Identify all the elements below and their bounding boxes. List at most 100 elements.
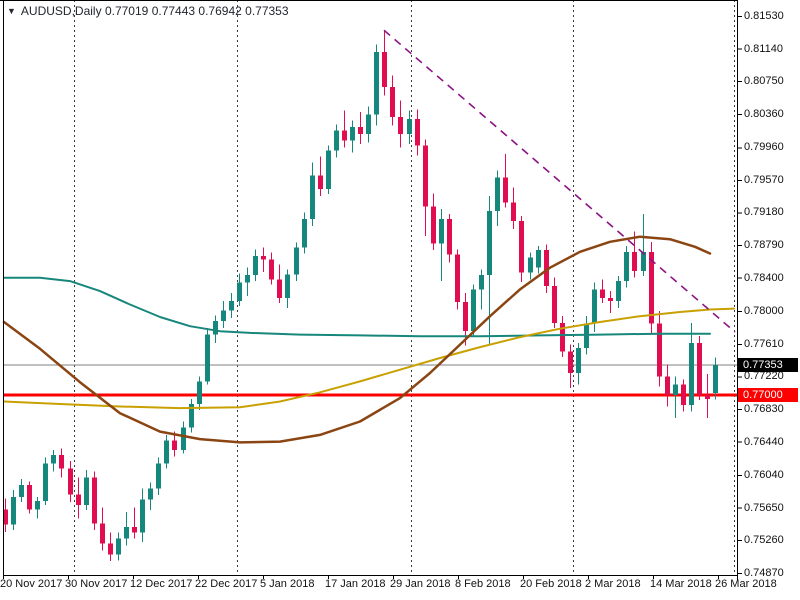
candle-body [318,175,323,190]
candle-body [511,202,516,221]
candle-body [447,219,452,255]
candle-body [148,488,153,500]
candle-body [673,384,678,395]
candle-body [310,175,315,220]
candle-body [100,523,105,544]
candle-body [407,118,412,134]
candle-body [705,394,710,399]
candle-body [398,117,403,134]
price-axis-label: 0.78790 [744,239,784,252]
date-axis-label: 8 Feb 2018 [455,578,511,590]
candle-body [205,334,210,382]
candle-body [487,210,492,276]
price-axis-label: 0.75260 [744,534,784,547]
candle-body [600,289,605,298]
candle-body [76,494,81,506]
candle-body [374,51,379,115]
price-axis-label: 0.80360 [744,107,784,120]
candle-body [616,281,621,302]
candle-body [342,130,347,141]
price-axis-label: 0.75650 [744,501,784,514]
candle-body [681,384,686,405]
price-axis-label: 0.77610 [744,337,784,350]
candle-body [326,150,331,190]
candle-body [689,342,694,405]
candle-body [285,274,290,298]
price-axis-label: 0.78000 [744,305,784,318]
candle-body [261,255,266,260]
candle-body [84,477,89,506]
ma-teal[interactable] [3,276,711,338]
candle-body [35,500,40,510]
candle-body [229,301,234,311]
candle-body [294,247,299,275]
date-axis-label: 20 Feb 2018 [520,578,582,590]
price-axis-label: 0.77220 [744,370,784,383]
candle-body [156,463,161,489]
candle-body [624,251,629,282]
candle-body [358,127,363,134]
candle-body [576,347,581,374]
candle-body [463,301,468,332]
symbol-dropdown-icon[interactable]: ▼ [7,6,16,16]
date-axis-label: 14 Mar 2018 [650,578,712,590]
candle-body [189,403,194,428]
candle-body [423,145,428,207]
candle-body [697,342,702,395]
candle-body [116,538,121,555]
candle-body [641,251,646,272]
candle-body [382,51,387,88]
candle-body [568,351,573,374]
candle-body [350,127,355,141]
candle-body [59,454,64,469]
ma-yellow[interactable] [3,307,735,410]
candle-body [544,250,549,287]
date-axis-label: 22 Dec 2017 [195,578,258,590]
candle-body [503,177,508,203]
date-axis-label: 5 Jan 2018 [260,578,315,590]
candle-body [221,310,226,322]
low-value: 0.76942 [198,4,242,18]
candle-body [245,275,250,283]
price-axis-label: 0.76440 [744,435,784,448]
price-axis-label: 0.80750 [744,75,784,88]
candle-body [439,219,444,244]
high-value: 0.77443 [151,4,196,18]
candle-body [68,468,73,495]
candle-body [269,259,274,280]
candle-body [302,219,307,248]
candle-body [253,255,258,276]
candle-body [277,279,282,298]
candle-body [11,496,16,525]
price-axis-label: 0.74870 [744,566,784,579]
candle-body [665,376,670,395]
price-axis-label: 0.79570 [744,173,784,186]
candle-body [181,427,186,450]
candle-body [471,289,476,332]
candle-body [415,118,420,146]
symbol-timeframe-label: AUDUSD,Daily [20,4,102,18]
price-tag-0.77353: 0.77353 [738,358,798,373]
candle-body [27,485,32,510]
price-axis-label: 0.76830 [744,402,784,415]
date-axis-label: 20 Nov 2017 [0,578,63,590]
candle-body [519,220,524,273]
candle-body [108,543,113,555]
candle-body [632,251,637,272]
candle-body [164,440,169,464]
descending-trendline[interactable] [383,29,736,333]
candle-body [43,463,48,501]
candle-body [649,251,654,324]
candle-body [657,323,662,377]
price-axis-label: 0.76040 [744,469,784,482]
candle-body [334,130,339,151]
candle-body [140,499,145,533]
candle-body [51,454,56,464]
candle-body [237,282,242,302]
date-axis-label: 17 Jan 2018 [325,578,386,590]
ma-brown[interactable] [2,235,712,444]
candle-body [92,477,97,524]
date-axis-label: 30 Nov 2017 [65,578,128,590]
